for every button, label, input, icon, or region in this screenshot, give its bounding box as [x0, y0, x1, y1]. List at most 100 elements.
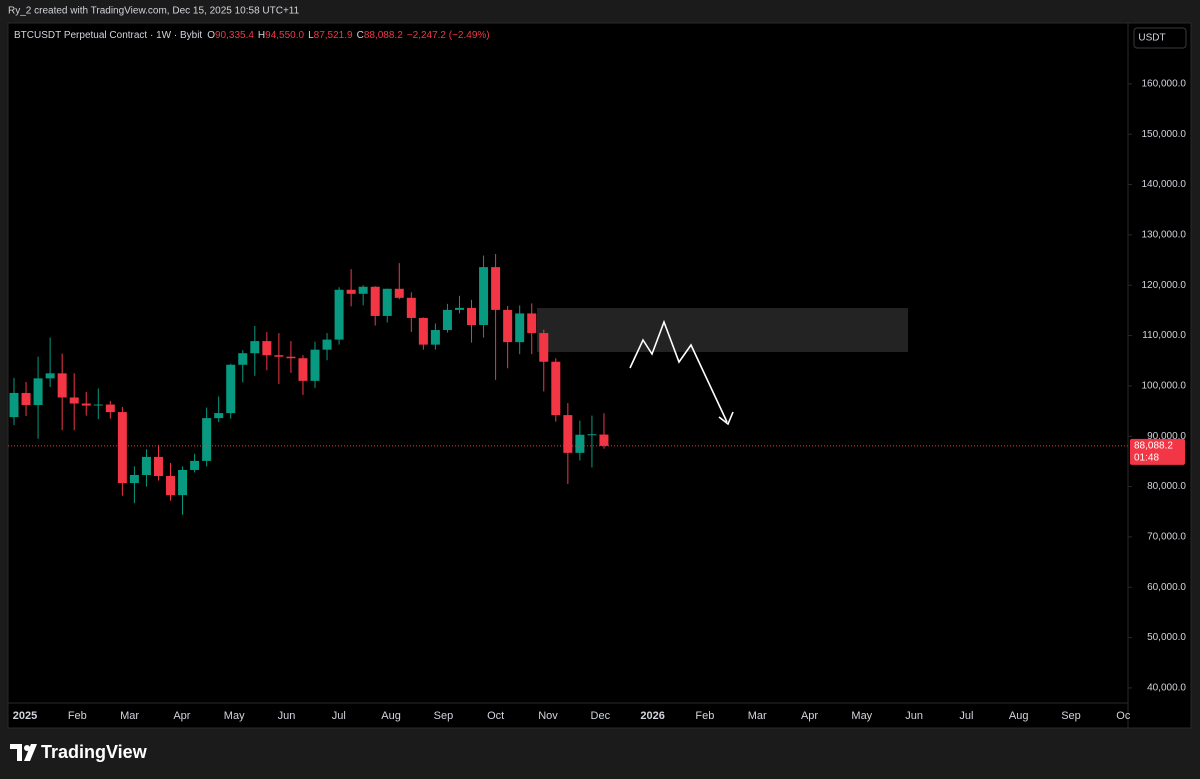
candle-body	[226, 364, 236, 414]
currency[interactable]: USDT	[1138, 33, 1165, 44]
candle-body	[551, 361, 561, 416]
candle-body	[45, 373, 55, 379]
candle-body	[334, 289, 344, 340]
x-tick-label: Mar	[748, 710, 767, 722]
candle-body	[286, 356, 296, 359]
symbol: BTCUSDT Perpetual Contract · 1W · Bybit	[14, 30, 202, 41]
candle-body	[190, 460, 200, 470]
ohlc-value: 90,335.4	[215, 30, 254, 41]
countdown: 01:48	[1134, 453, 1159, 464]
candle-body	[238, 353, 248, 365]
candle-body	[178, 469, 188, 496]
candle-body	[250, 341, 260, 354]
candle-body	[599, 434, 609, 446]
last-price-box	[1130, 438, 1185, 465]
candle-body	[382, 288, 392, 316]
candle-body	[298, 358, 308, 381]
candle-body	[515, 313, 525, 343]
chart-panel	[7, 22, 1192, 729]
candle-body	[117, 412, 127, 484]
candle-body	[575, 434, 585, 453]
x-tick-label: Dec	[591, 710, 611, 722]
candle-body	[69, 397, 79, 404]
candle-body	[442, 309, 452, 331]
ohlc-value: 94,550.0	[265, 30, 304, 41]
candle-body	[503, 309, 513, 343]
x-tick-label: Jul	[332, 710, 346, 722]
y-tick-label: 150,000.0	[1142, 129, 1187, 140]
candle-body	[587, 434, 597, 436]
x-tick-label: Sep	[434, 710, 454, 722]
candle-body	[430, 330, 440, 345]
y-tick-label: 160,000.0	[1142, 79, 1187, 90]
ohlc-value: 88,088.2	[364, 30, 403, 41]
logo	[10, 744, 37, 761]
y-tick-label: 100,000.0	[1142, 381, 1187, 392]
candle-body	[93, 404, 103, 406]
resistance-zone	[537, 308, 908, 352]
x-tick-label: 2026	[640, 710, 664, 722]
currency-button[interactable]	[1133, 27, 1187, 49]
y-tick-label: 110,000.0	[1142, 330, 1186, 341]
candle-body	[214, 413, 224, 419]
arrow-head	[718, 411, 734, 426]
x-tick-label: Jun	[905, 710, 923, 722]
last-price-label: 88,088.2	[1134, 441, 1173, 452]
candle-body	[129, 475, 139, 484]
candle-body	[310, 349, 320, 381]
ohlc-key: H	[258, 30, 265, 41]
candle-body	[33, 378, 43, 406]
candle-body	[418, 317, 428, 345]
x-tick-label: Oc	[1116, 710, 1131, 722]
logo-dot	[24, 745, 30, 751]
candle-body	[262, 341, 272, 356]
candle-body	[202, 418, 212, 461]
logo-icon	[10, 744, 37, 761]
candle-body	[358, 286, 368, 294]
symbol-header: BTCUSDT Perpetual Contract · 1W · Bybit O…	[14, 30, 490, 41]
candle-body	[479, 267, 489, 326]
x-tick-label: Jun	[278, 710, 296, 722]
candle-body	[105, 404, 115, 413]
candle-body	[539, 333, 549, 362]
x-tick-label: Aug	[1009, 710, 1029, 722]
candle-body	[57, 373, 67, 398]
y-tick-label: 60,000.0	[1147, 582, 1186, 593]
candle-body	[141, 456, 151, 476]
candle-body	[454, 307, 464, 310]
projection-arrow	[629, 319, 728, 423]
ohlc-key: C	[357, 30, 364, 41]
y-tick-label: 140,000.0	[1142, 179, 1187, 190]
x-tick-label: Jul	[959, 710, 973, 722]
candle-body	[9, 392, 19, 418]
candle-body	[166, 476, 176, 496]
y-tick-label: 90,000.0	[1147, 431, 1186, 442]
caption: Ry_2 created with TradingView.com, Dec 1…	[8, 6, 300, 17]
y-tick-label: 40,000.0	[1147, 683, 1186, 694]
candle-body	[467, 307, 477, 326]
candle-body	[527, 313, 537, 334]
brand: TradingView	[41, 742, 148, 762]
x-tick-label: Apr	[173, 710, 190, 722]
x-tick-label: Aug	[381, 710, 401, 722]
candle-body	[274, 355, 284, 357]
x-tick-label: 2025	[13, 710, 37, 722]
candle-body	[563, 415, 573, 453]
change: −2,247.2 (−2.49%)	[407, 30, 490, 41]
x-tick-label: May	[851, 710, 872, 722]
x-tick-label: May	[224, 710, 245, 722]
y-tick-label: 130,000.0	[1142, 230, 1187, 241]
candle-body	[322, 339, 332, 350]
y-tick-label: 120,000.0	[1142, 280, 1187, 291]
ohlc-key: L	[308, 30, 314, 41]
x-tick-label: Oct	[487, 710, 504, 722]
candle-body	[81, 403, 91, 406]
candle-body	[491, 267, 501, 310]
y-tick-label: 80,000.0	[1147, 481, 1186, 492]
y-tick-label: 70,000.0	[1147, 532, 1186, 543]
x-tick-label: Apr	[801, 710, 818, 722]
candle-body	[394, 288, 404, 298]
candle-body	[406, 297, 416, 318]
y-tick-label: 50,000.0	[1147, 632, 1186, 643]
candle-body	[153, 456, 163, 477]
